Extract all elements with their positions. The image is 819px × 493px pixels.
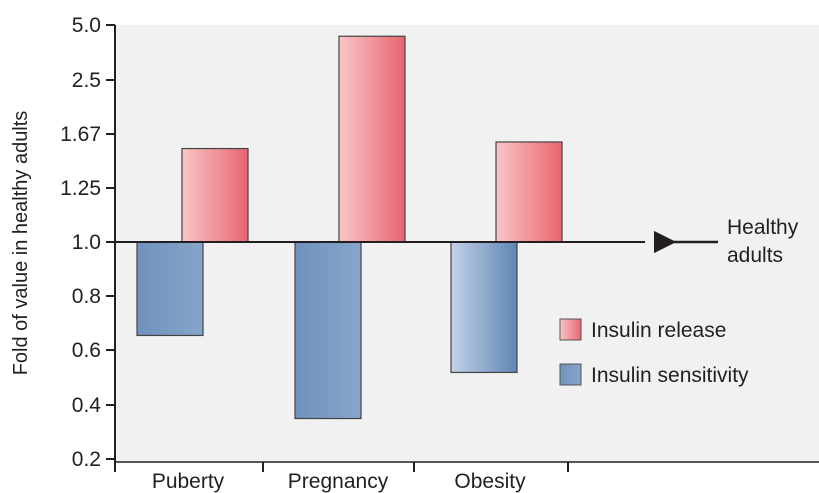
x-labels-layer: Puberty Pregnancy Obesity (152, 470, 526, 493)
legend-swatch-insulin-sensitivity (559, 363, 582, 386)
y-tick-label: 5.0 (72, 14, 101, 37)
y-tick-label: 1.0 (72, 231, 101, 254)
y-axis-title: Fold of value in healthy adults (10, 111, 32, 376)
bar-insulin-sensitivity (136, 241, 204, 337)
legend-swatch-insulin-release (559, 318, 582, 341)
y-tick-label: 1.67 (60, 123, 101, 146)
legend-label-insulin-release: Insulin release (591, 319, 726, 342)
bar-insulin-release (181, 147, 249, 243)
legend-label-insulin-sensitivity: Insulin sensitivity (591, 364, 749, 387)
healthy-adults-label-line1: Healthy (727, 216, 799, 239)
bar-insulin-release (338, 35, 406, 243)
bar-insulin-release (495, 141, 563, 243)
y-tick-label: 1.25 (60, 177, 101, 200)
y-tick-label: 0.6 (72, 339, 101, 362)
y-tick-label: 0.8 (72, 285, 101, 308)
healthy-adults-label-line2: adults (727, 244, 783, 267)
y-tick-label: 0.4 (72, 394, 102, 417)
y-tick-label: 2.5 (72, 69, 101, 92)
bar-insulin-sensitivity (450, 241, 518, 374)
category-label: Puberty (152, 470, 225, 493)
y-ticks-layer: 5.0 2.5 1.67 1.25 1.0 0.8 0.6 0.4 0.2 (60, 14, 115, 471)
bar-insulin-sensitivity (294, 241, 362, 420)
legend: Insulin release Insulin sensitivity (559, 318, 749, 387)
y-tick-label: 0.2 (72, 448, 101, 471)
x-ticks-layer (114, 462, 569, 472)
category-label: Pregnancy (288, 470, 389, 493)
bars-layer (136, 35, 563, 420)
category-label: Obesity (454, 470, 526, 493)
